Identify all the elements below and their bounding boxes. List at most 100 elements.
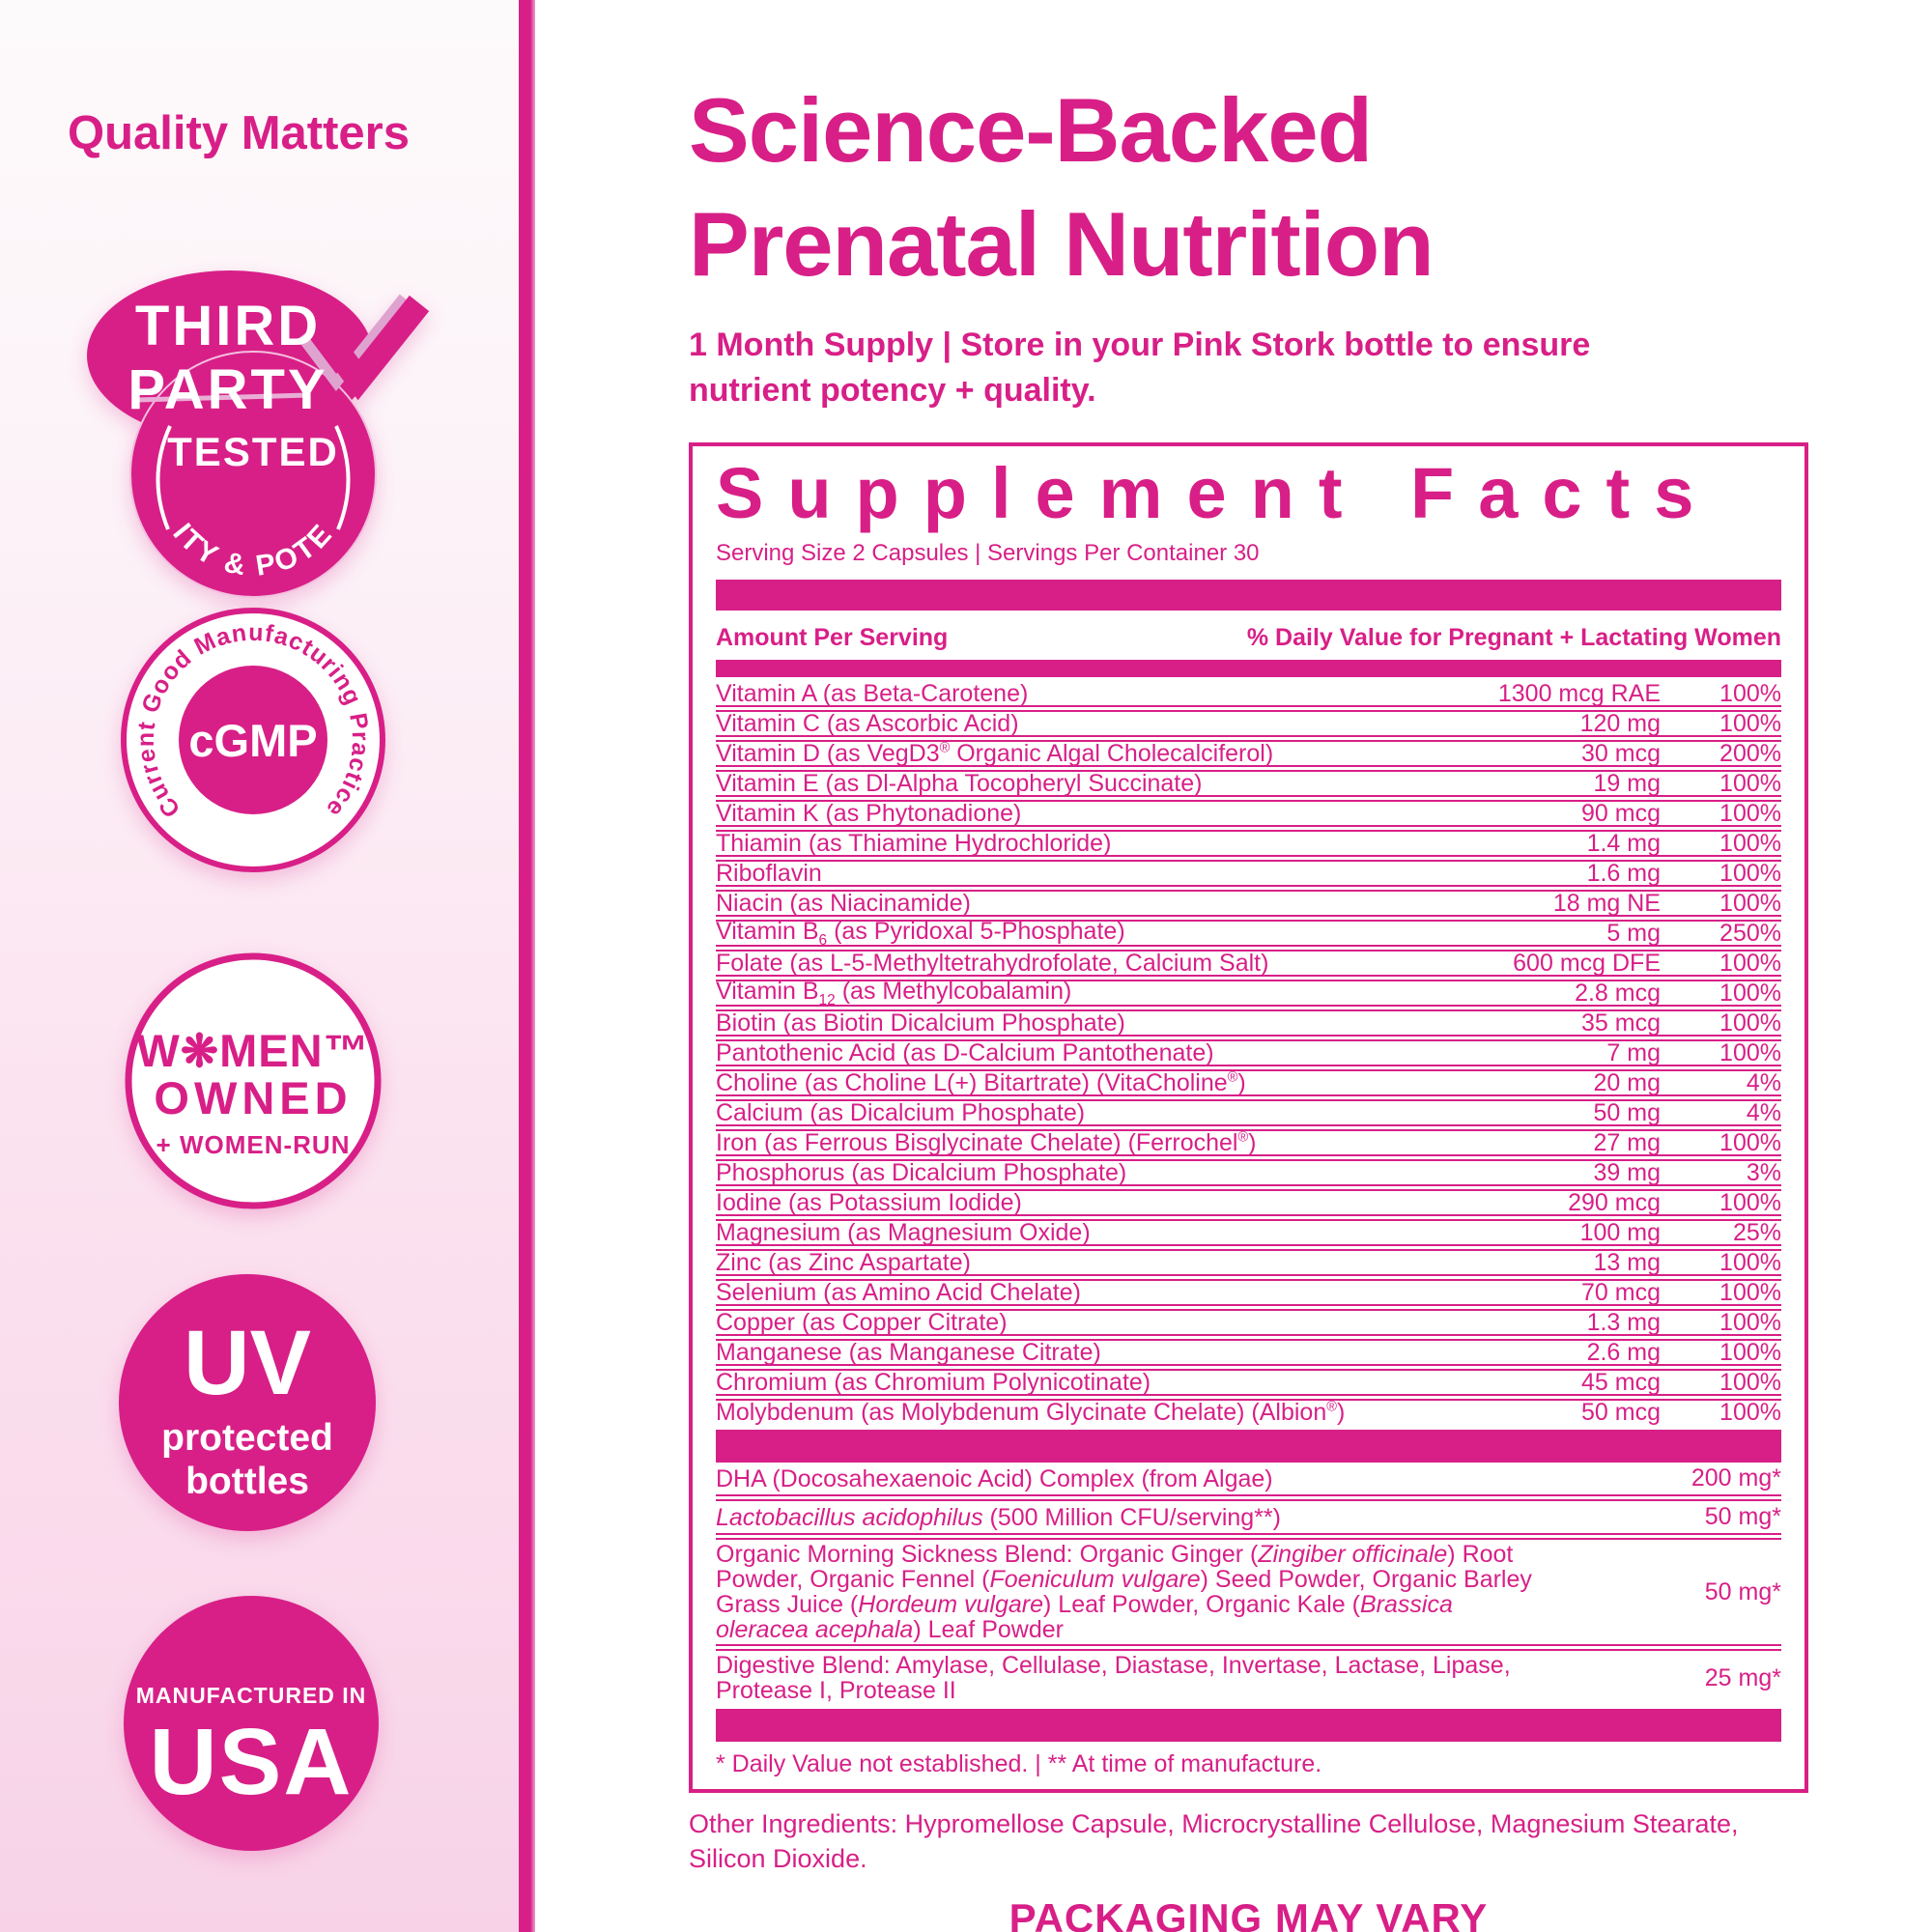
nutrient-daily-value: 100% <box>1719 1128 1781 1156</box>
table-row: Molybdenum (as Molybdenum Glycinate Chel… <box>716 1394 1781 1426</box>
nutrient-name: Vitamin D (as VegD3® Organic Algal Chole… <box>716 739 1274 767</box>
cgmp-badge: Current Good Manufacturing Practice cGMP <box>118 605 388 880</box>
nutrient-amount: 2.6 mg <box>1586 1338 1661 1366</box>
nutrient-amount: 100 mg <box>1579 1218 1661 1246</box>
nutrient-amount: 2.8 mcg <box>1575 979 1661 1007</box>
nutrient-name: Biotin (as Biotin Dicalcium Phosphate) <box>716 1009 1125 1037</box>
cgmp-icon: Current Good Manufacturing Practice cGMP <box>121 608 385 872</box>
blend-name: Lactobacillus acidophilus (500 Million C… <box>716 1503 1281 1531</box>
nutrient-name: Copper (as Copper Citrate) <box>716 1308 1008 1336</box>
nutrient-amount: 600 mcg DFE <box>1513 949 1661 977</box>
nutrient-daily-value: 200% <box>1719 739 1781 767</box>
divider-bar <box>716 660 1781 677</box>
table-row: Iodine (as Potassium Iodide) 290 mcg 100… <box>716 1184 1781 1216</box>
table-row: Vitamin A (as Beta-Carotene) 1300 mcg RA… <box>716 679 1781 707</box>
third-party-line1: THIRD <box>135 295 321 357</box>
nutrient-amount: 7 mg <box>1606 1038 1661 1066</box>
blend-name: DHA (Docosahexaenoic Acid) Complex (from… <box>716 1464 1273 1492</box>
quality-sidebar: Quality Matters THIRD PARTY TESTED PURIT… <box>0 0 519 1932</box>
nutrient-amount: 120 mg <box>1579 709 1661 737</box>
column-header-amount: Amount Per Serving <box>716 624 949 651</box>
nutrient-daily-value: 100% <box>1719 679 1781 707</box>
nutrient-amount: 20 mg <box>1593 1068 1661 1096</box>
usa-line2: USA <box>150 1709 354 1814</box>
title-line2: Prenatal Nutrition <box>689 193 1435 295</box>
table-row: Choline (as Choline L(+) Bitartrate) (Vi… <box>716 1065 1781 1096</box>
table-row: Iron (as Ferrous Bisglycinate Chelate) (… <box>716 1124 1781 1156</box>
nutrient-daily-value: 4% <box>1746 1098 1781 1126</box>
women-owned-badge: W❋MEN™ OWNED + WOMEN-RUN <box>122 950 384 1217</box>
main-content: Science-Backed Prenatal Nutrition 1 Mont… <box>689 0 1808 1932</box>
nutrient-amount: 1.6 mg <box>1586 859 1661 887</box>
women-owned-icon: W❋MEN™ OWNED + WOMEN-RUN <box>125 952 382 1209</box>
nutrient-name: Calcium (as Dicalcium Phosphate) <box>716 1098 1086 1126</box>
supplement-facts-title: Supplement Facts <box>716 453 1719 533</box>
nutrient-name: Vitamin C (as Ascorbic Acid) <box>716 709 1019 737</box>
nutrient-daily-value: 25% <box>1732 1218 1781 1246</box>
nutrient-amount: 70 mcg <box>1581 1278 1661 1306</box>
uv-line3: bottles <box>185 1461 309 1502</box>
nutrient-name: Choline (as Choline L(+) Bitartrate) (Vi… <box>716 1068 1246 1096</box>
uv-protected-badge: UV protected bottles <box>116 1271 379 1539</box>
cgmp-center-label: cGMP <box>188 715 317 766</box>
nutrient-name: Magnesium (as Magnesium Oxide) <box>716 1218 1091 1246</box>
blend-amount: 50 mg* <box>1704 1503 1781 1530</box>
divider-bar <box>716 580 1781 611</box>
nutrient-daily-value: 100% <box>1719 709 1781 737</box>
nutrient-name: Folate (as L-5-Methyltetrahydrofolate, C… <box>716 949 1269 977</box>
divider-bar <box>716 1709 1781 1742</box>
blend-table: DHA (Docosahexaenoic Acid) Complex (from… <box>716 1463 1781 1705</box>
table-row: Vitamin B12 (as Methylcobalamin) 2.8 mcg… <box>716 975 1781 1009</box>
uv-line2: protected <box>161 1417 333 1459</box>
nutrient-amount: 5 mg <box>1606 919 1661 947</box>
nutrient-daily-value: 100% <box>1719 949 1781 977</box>
title-line1: Science-Backed <box>689 79 1373 181</box>
usa-badge: MANUFACTURED IN USA <box>122 1594 381 1858</box>
page-title: Science-Backed Prenatal Nutrition <box>689 73 1808 301</box>
third-party-tested-badge: THIRD PARTY TESTED PURITY & POTENCY <box>71 243 431 613</box>
nutrient-daily-value: 100% <box>1719 1278 1781 1306</box>
quality-heading: Quality Matters <box>68 107 410 159</box>
table-row: Niacin (as Niacinamide) 18 mg NE 100% <box>716 885 1781 917</box>
nutrient-name: Zinc (as Zinc Aspartate) <box>716 1248 971 1276</box>
nutrient-amount: 18 mg NE <box>1552 889 1661 917</box>
usa-icon: MANUFACTURED IN USA <box>124 1596 379 1851</box>
nutrient-name: Niacin (as Niacinamide) <box>716 889 971 917</box>
checkmark-outline-icon <box>297 294 409 391</box>
third-party-tested-label: TESTED <box>167 429 339 474</box>
serving-info: Serving Size 2 Capsules | Servings Per C… <box>716 540 1260 566</box>
table-row: Folate (as L-5-Methyltetrahydrofolate, C… <box>716 945 1781 977</box>
table-row: Magnesium (as Magnesium Oxide) 100 mg 25… <box>716 1214 1781 1246</box>
nutrient-amount: 1.4 mg <box>1586 829 1661 857</box>
nutrient-amount: 50 mg <box>1593 1098 1661 1126</box>
column-header-dv: % Daily Value for Pregnant + Lactating W… <box>1246 624 1781 651</box>
nutrient-daily-value: 100% <box>1719 979 1781 1007</box>
nutrient-daily-value: 100% <box>1719 1338 1781 1366</box>
nutrient-name: Iodine (as Potassium Iodide) <box>716 1188 1022 1216</box>
table-row: Vitamin C (as Ascorbic Acid) 120 mg 100% <box>716 705 1781 737</box>
footnote: * Daily Value not established. | ** At t… <box>716 1750 1322 1777</box>
nutrient-daily-value: 100% <box>1719 1248 1781 1276</box>
table-row: Calcium (as Dicalcium Phosphate) 50 mg 4… <box>716 1094 1781 1126</box>
nutrient-amount: 30 mcg <box>1581 739 1661 767</box>
nutrient-name: Pantothenic Acid (as D-Calcium Pantothen… <box>716 1038 1214 1066</box>
table-row: Pantothenic Acid (as D-Calcium Pantothen… <box>716 1035 1781 1066</box>
nutrient-daily-value: 100% <box>1719 1188 1781 1216</box>
nutrient-amount: 27 mg <box>1593 1128 1661 1156</box>
table-row: Biotin (as Biotin Dicalcium Phosphate) 3… <box>716 1005 1781 1037</box>
nutrient-daily-value: 100% <box>1719 829 1781 857</box>
blend-row: Lactobacillus acidophilus (500 Million C… <box>716 1494 1781 1533</box>
blend-row: Organic Morning Sickness Blend: Organic … <box>716 1533 1781 1644</box>
nutrient-daily-value: 100% <box>1719 889 1781 917</box>
nutrient-amount: 13 mg <box>1593 1248 1661 1276</box>
nutrient-name: Molybdenum (as Molybdenum Glycinate Chel… <box>716 1398 1346 1426</box>
nutrient-name: Vitamin B12 (as Methylcobalamin) <box>716 977 1072 1009</box>
table-row: Vitamin D (as VegD3® Organic Algal Chole… <box>716 735 1781 767</box>
table-header: Amount Per Serving % Daily Value for Pre… <box>716 623 1781 652</box>
uv-line1: UV <box>184 1312 311 1414</box>
blend-name: Organic Morning Sickness Blend: Organic … <box>716 1541 1532 1643</box>
nutrient-name: Phosphorus (as Dicalcium Phosphate) <box>716 1158 1127 1186</box>
nutrient-name: Vitamin B6 (as Pyridoxal 5-Phosphate) <box>716 917 1125 949</box>
nutrient-daily-value: 100% <box>1719 1038 1781 1066</box>
